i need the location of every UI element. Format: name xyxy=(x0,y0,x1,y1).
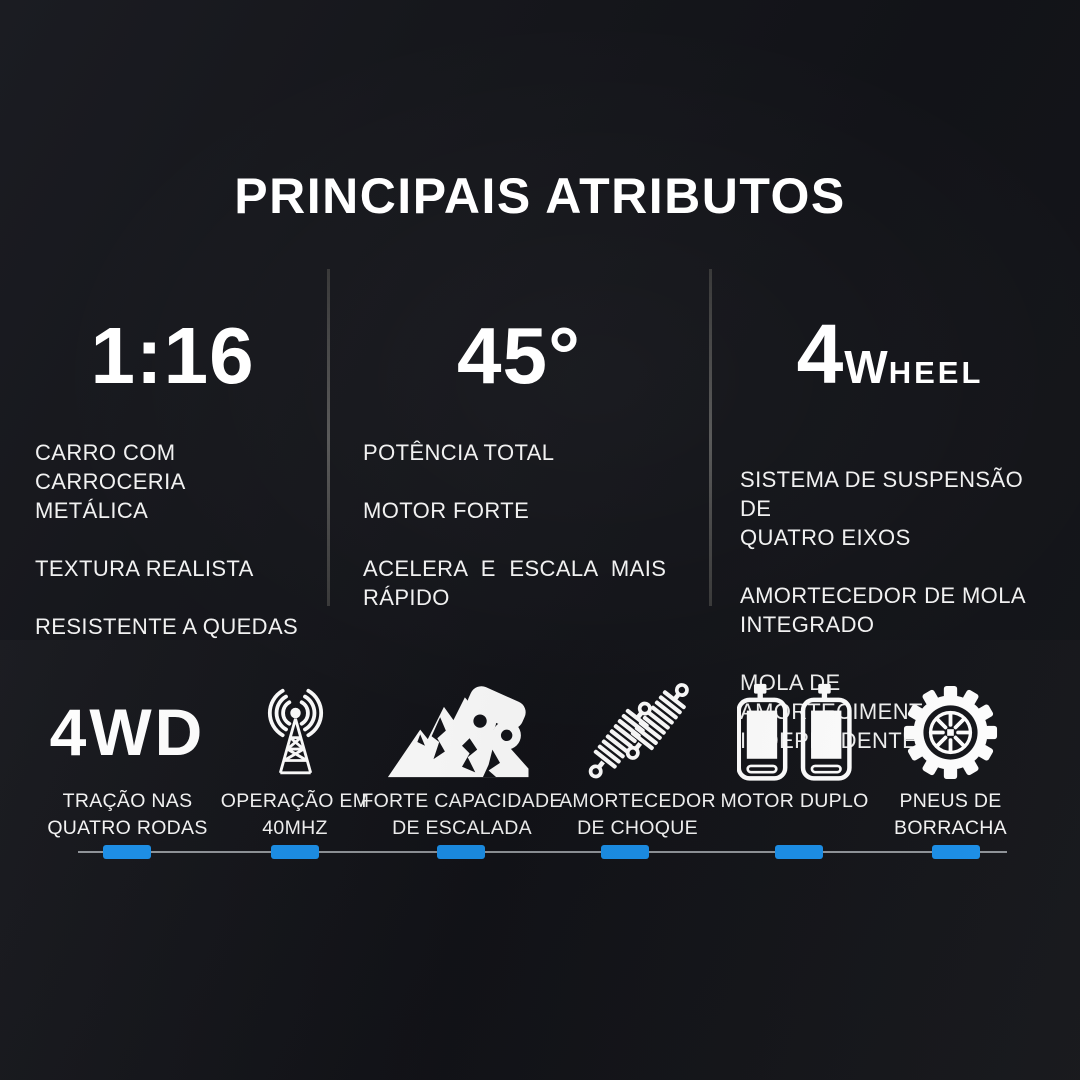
icon-slot xyxy=(540,682,735,782)
feature-label: PNEUS DE BORRACHA xyxy=(894,790,1007,839)
feature-text: AMORTECEDOR DE MOLA INTEGRADO xyxy=(740,583,1026,637)
column-scale: 1:16 CARRO COM CARROCERIA METÁLICA TEXTU… xyxy=(35,270,310,670)
feature-label: AMORTECEDOR DE CHOQUE xyxy=(559,790,716,839)
timeline-marker xyxy=(601,845,649,859)
feature-label: FORTE CAPACIDADE DE ESCALADA xyxy=(361,790,563,839)
angle-headline: 45° xyxy=(457,311,581,400)
page-title: PRINCIPAIS ATRIBUTOS xyxy=(234,168,846,224)
icon-slot xyxy=(697,682,892,782)
timeline-marker xyxy=(103,845,151,859)
shock-absorber-icon xyxy=(588,683,689,779)
mountain-climb-icon xyxy=(387,685,529,777)
4wheel-headline: 4WHEEL xyxy=(740,312,1040,423)
feature-label: MOTOR DUPLO xyxy=(720,790,869,812)
feature-text: TEXTURA REALISTA xyxy=(35,556,254,581)
feature-label: OPERAÇÃO EM 40MHZ xyxy=(220,790,370,839)
rubber-tire-icon xyxy=(903,685,998,779)
feature-radio: OPERAÇÃO EM 40MHZ xyxy=(200,682,390,842)
feature-text: CARRO COM CARROCERIA METÁLICA xyxy=(35,440,186,523)
feature-label: TRAÇÃO NAS QUATRO RODAS xyxy=(47,790,208,839)
column-climb-angle: 45° POTÊNCIA TOTAL MOTOR FORTE ACELERA E… xyxy=(363,270,675,641)
timeline-marker xyxy=(271,845,319,859)
timeline-line xyxy=(78,851,1007,853)
feature-text: MOTOR FORTE xyxy=(363,498,530,523)
column-divider xyxy=(709,269,712,606)
dual-motor-icon xyxy=(736,683,852,781)
feature-dual-motor: MOTOR DUPLO xyxy=(697,682,892,815)
feature-shock: AMORTECEDOR DE CHOQUE xyxy=(540,682,735,842)
feature-tires: PNEUS DE BORRACHA xyxy=(853,682,1048,842)
angle-feature-list: POTÊNCIA TOTAL MOTOR FORTE ACELERA E ESC… xyxy=(363,438,675,612)
feature-climbing: FORTE CAPACIDADE DE ESCALADA xyxy=(352,682,572,842)
feature-text: SISTEMA DE SUSPENSÃO DE QUATRO EIXOS xyxy=(740,467,1024,550)
4wd-text-icon: 4WD xyxy=(49,695,206,769)
feature-text: ACELERA E ESCALA MAIS RÁPIDO xyxy=(363,556,667,610)
timeline-marker xyxy=(437,845,485,859)
feature-4wd: 4WD TRAÇÃO NAS QUATRO RODAS xyxy=(30,682,225,842)
icon-slot xyxy=(853,682,1048,782)
scale-feature-list: CARRO COM CARROCERIA METÁLICA TEXTURA RE… xyxy=(35,438,310,641)
icon-slot xyxy=(200,682,390,782)
feature-text: POTÊNCIA TOTAL xyxy=(363,440,555,465)
4wheel-heel: HEEL xyxy=(888,355,984,390)
radio-tower-icon xyxy=(267,688,323,775)
scale-headline: 1:16 xyxy=(90,311,255,400)
4wheel-number: 4 xyxy=(796,307,845,401)
column-divider xyxy=(327,269,330,606)
icon-slot: 4WD xyxy=(30,682,225,782)
timeline-marker xyxy=(775,845,823,859)
4wheel-w: W xyxy=(844,341,889,393)
feature-text: RESISTENTE A QUEDAS xyxy=(35,614,299,639)
icon-slot xyxy=(352,682,572,782)
timeline-marker xyxy=(932,845,980,859)
